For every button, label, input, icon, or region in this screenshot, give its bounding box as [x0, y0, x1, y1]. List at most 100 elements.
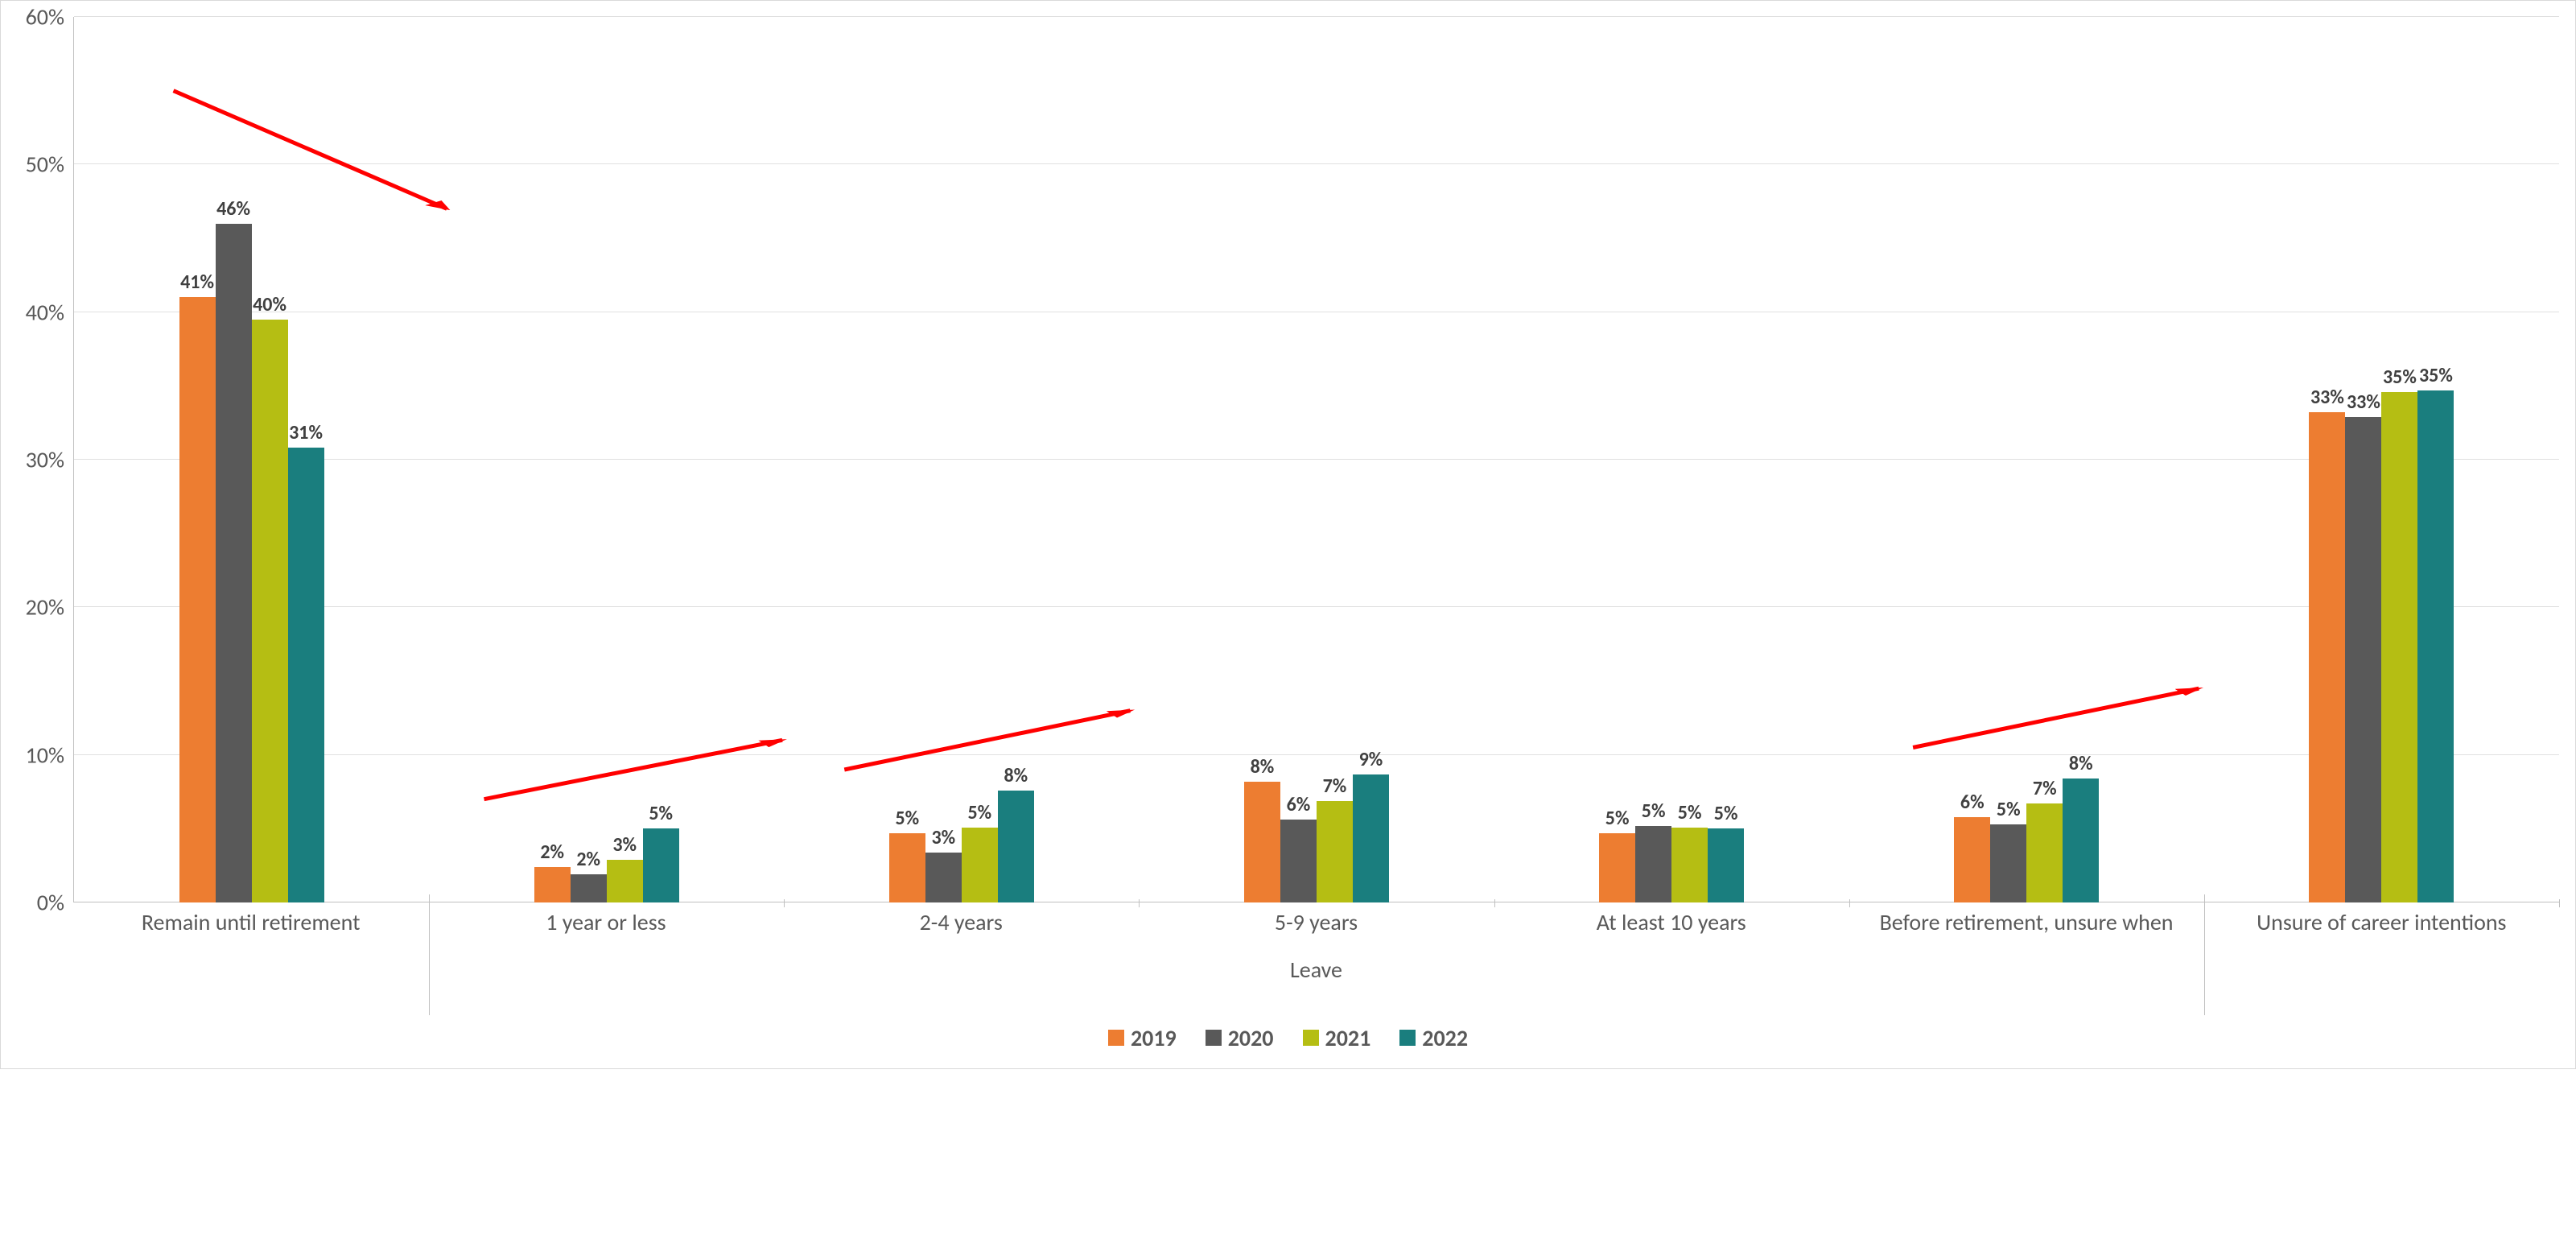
bar — [2063, 779, 2099, 902]
legend-item: 2021 — [1303, 1024, 1371, 1052]
bar-value-label: 6% — [1960, 791, 1985, 814]
bar-value-label: 35% — [2419, 364, 2453, 387]
x-tick-label: 5-9 years — [1139, 909, 1494, 936]
bar — [288, 448, 324, 902]
bar — [1353, 774, 1389, 903]
bar — [889, 833, 925, 902]
y-tick-label: 20% — [26, 593, 74, 622]
group-divider — [784, 899, 785, 907]
bar-wrap: 5% — [1635, 17, 1671, 902]
x-tick-label: Unsure of career intentions — [2204, 909, 2559, 936]
x-tick-label: Remain until retirement — [73, 909, 428, 936]
bar — [1990, 824, 2026, 902]
x-tick-label: 2-4 years — [784, 909, 1139, 936]
bar-wrap: 40% — [252, 17, 288, 902]
group-divider — [1139, 899, 1140, 907]
y-tick-label: 40% — [26, 298, 74, 326]
legend-item: 2020 — [1206, 1024, 1274, 1052]
bar-value-label: 5% — [968, 801, 992, 824]
bar — [1671, 828, 1708, 903]
x-tick-label: At least 10 years — [1494, 909, 1849, 936]
legend-label: 2022 — [1422, 1024, 1468, 1052]
bar-wrap: 35% — [2417, 17, 2454, 902]
bar-value-label: 5% — [896, 807, 920, 830]
bar-wrap: 8% — [2063, 17, 2099, 902]
bar — [216, 224, 252, 902]
y-tick-label: 50% — [26, 151, 74, 179]
bar-value-label: 5% — [1714, 802, 1738, 825]
legend-label: 2021 — [1325, 1024, 1371, 1052]
bar — [1599, 833, 1635, 902]
bar — [179, 297, 216, 902]
x-axis-labels: Remain until retirement1 year or less2-4… — [73, 909, 2559, 936]
bar-value-label: 2% — [576, 848, 600, 871]
bar-group: 2%2% 3% 5% — [429, 17, 784, 902]
bar-value-label: 3% — [612, 833, 637, 857]
bar-wrap: 31% — [288, 17, 324, 902]
subgroup-divider — [429, 894, 430, 1015]
bar-value-label: 41% — [180, 271, 214, 294]
bar-value-label: 5% — [1997, 798, 2021, 821]
legend: 2019 2020 2021 2022 — [1, 1024, 2575, 1052]
bar-value-label: 8% — [2069, 752, 2093, 775]
bar-group: 5%3%5%8% — [784, 17, 1139, 902]
subgroup-label: Leave — [73, 956, 2559, 984]
group-divider — [1494, 899, 1495, 907]
legend-item: 2022 — [1399, 1024, 1468, 1052]
y-tick-label: 60% — [26, 3, 74, 31]
group-divider — [2559, 899, 2560, 907]
bar — [2309, 412, 2345, 902]
bar-wrap: 9% — [1353, 17, 1389, 902]
legend-label: 2019 — [1131, 1024, 1177, 1052]
bar — [2381, 392, 2417, 902]
bar — [1708, 828, 1744, 902]
bar-group: 33%33%35%35% — [2204, 17, 2559, 902]
group-divider — [1849, 899, 1850, 907]
bar-wrap: 33% — [2309, 17, 2345, 902]
bar-group: 8% 6% 7% 9% — [1139, 17, 1494, 902]
x-tick-label: 1 year or less — [428, 909, 783, 936]
bar — [1280, 820, 1317, 902]
bar-wrap: 33% — [2345, 17, 2381, 902]
bar-value-label: 8% — [1251, 755, 1275, 779]
bar-wrap: 3% — [925, 17, 962, 902]
bar — [571, 874, 607, 902]
bar-value-label: 9% — [1359, 748, 1383, 771]
bar-value-label: 5% — [649, 802, 673, 825]
legend-item: 2019 — [1108, 1024, 1177, 1052]
bar-wrap: 3% — [607, 17, 643, 902]
plot-area: 0%10%20%30%40%50%60%41%46%40%31%2%2%3%5%… — [73, 17, 2559, 902]
bar-value-label: 7% — [1323, 774, 1347, 798]
bar — [2026, 803, 2063, 902]
bar — [2345, 417, 2381, 902]
bar-value-label: 31% — [289, 421, 323, 444]
bar-wrap: 5% — [1671, 17, 1708, 902]
bar-wrap: 8% — [1244, 17, 1280, 902]
y-tick-label: 30% — [26, 446, 74, 474]
bar-wrap: 5% — [1599, 17, 1635, 902]
bar — [998, 791, 1034, 902]
bar-value-label: 46% — [216, 197, 250, 221]
bar-value-label: 33% — [2347, 390, 2380, 414]
legend-swatch — [1303, 1030, 1319, 1046]
legend-label: 2020 — [1228, 1024, 1274, 1052]
bar-value-label: 7% — [2033, 777, 2057, 800]
bar-value-label: 5% — [1678, 801, 1702, 824]
legend-swatch — [1399, 1030, 1416, 1046]
legend-swatch — [1206, 1030, 1222, 1046]
y-tick-label: 0% — [37, 889, 74, 917]
legend-swatch — [1108, 1030, 1124, 1046]
bar-wrap: 2% — [534, 17, 571, 902]
bar-wrap: 7% — [1317, 17, 1353, 902]
bar — [925, 853, 962, 902]
bar-wrap: 2% — [571, 17, 607, 902]
bar-value-label: 40% — [253, 293, 286, 316]
bar-wrap: 6% — [1280, 17, 1317, 902]
bar — [1317, 801, 1353, 903]
y-tick-label: 10% — [26, 741, 74, 769]
bar-wrap: 8% — [998, 17, 1034, 902]
bar — [252, 320, 288, 902]
bar — [962, 828, 998, 903]
bar-value-label: 6% — [1287, 793, 1311, 816]
x-tick-label: Before retirement, unsure when — [1849, 909, 2203, 936]
